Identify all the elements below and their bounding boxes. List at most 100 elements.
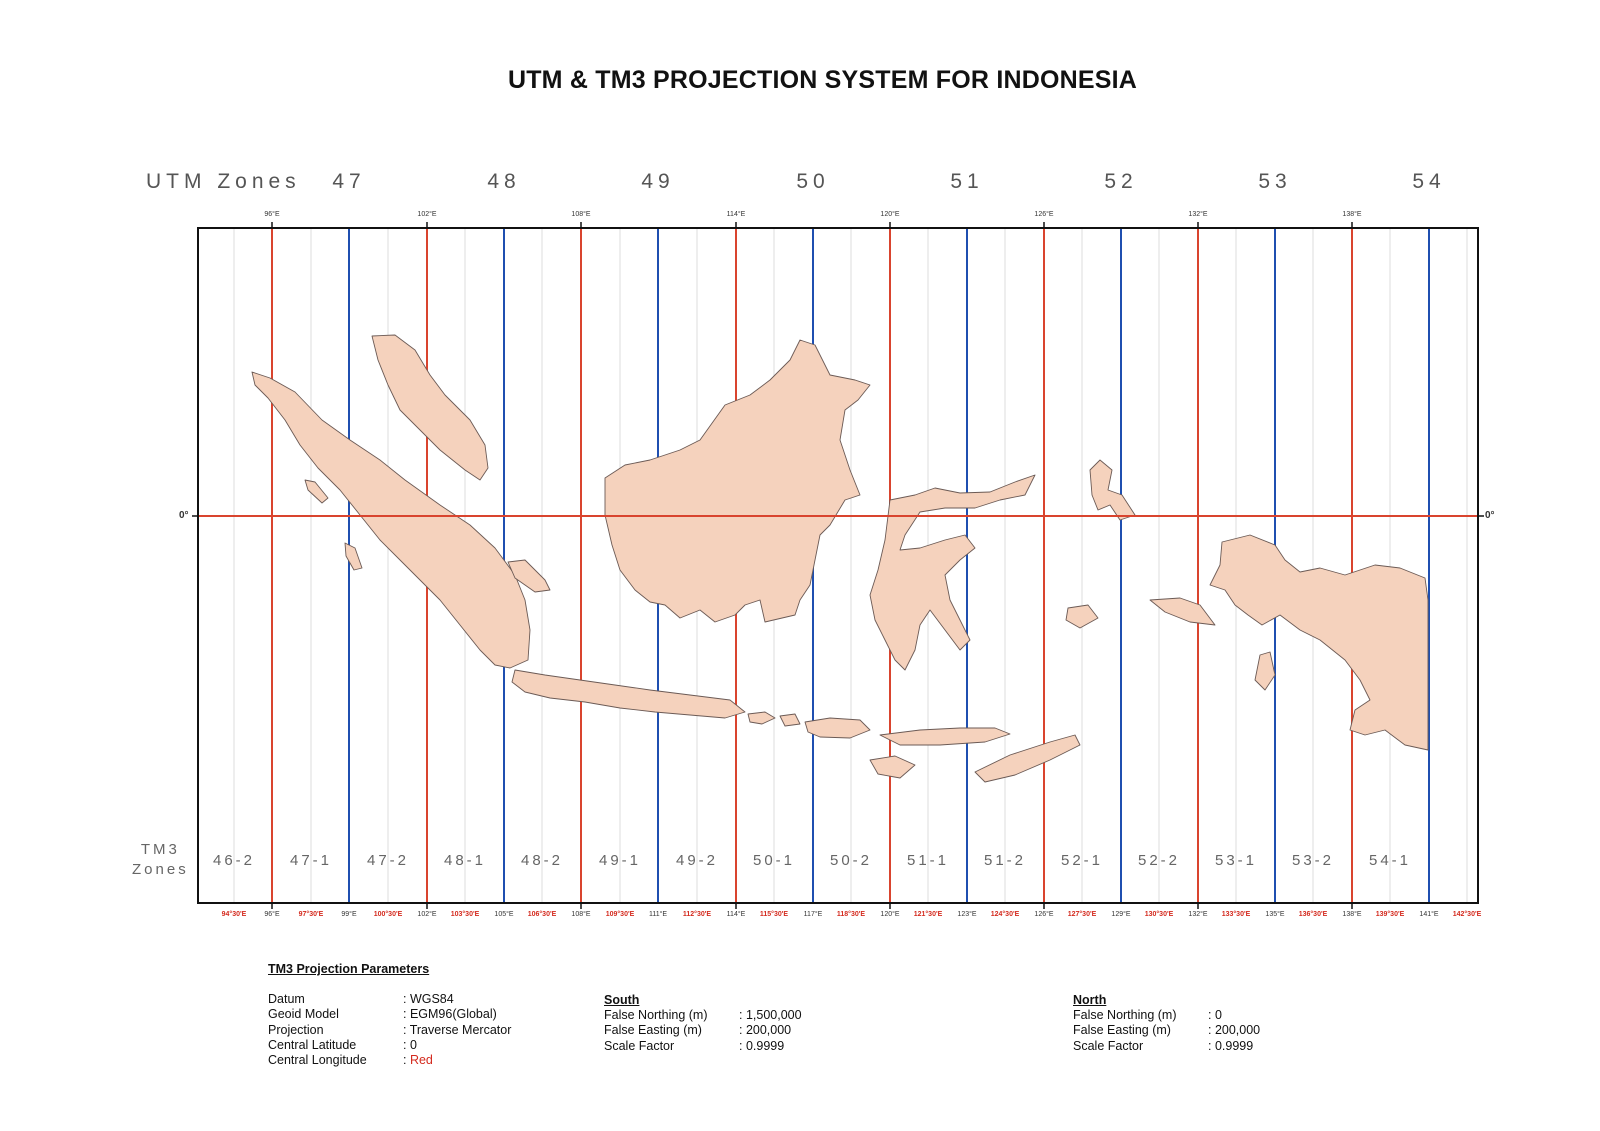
param-key: Projection — [268, 1022, 324, 1037]
south-false-northing: False Northing (m) : 1,500,000 — [604, 1008, 802, 1023]
island-bali — [747, 711, 776, 725]
top-tick-label: 126°E — [1034, 211, 1054, 218]
top-tick-label: 108°E — [571, 211, 591, 218]
param-value: : 0 — [1208, 1008, 1222, 1023]
tm3-zone-54-1: 54-1 — [1368, 852, 1412, 869]
utm-zone-50: 50 — [796, 170, 830, 193]
map-title: UTM & TM3 PROJECTION SYSTEM FOR INDONESI… — [507, 66, 1138, 94]
utm-zone-47: 47 — [332, 170, 366, 193]
map-frame — [197, 227, 1479, 904]
param-value: : 1,500,000 — [739, 1008, 802, 1023]
bottom-tick-label: 114°E — [726, 911, 746, 918]
param-value: : 200,000 — [1208, 1023, 1261, 1038]
param-key: Scale Factor — [604, 1038, 675, 1053]
bottom-tick-label: 99°E — [341, 911, 357, 918]
param-key: Central Longitude — [268, 1053, 367, 1068]
bottom-tick-label: 136°30'E — [1298, 911, 1328, 918]
bottom-tick-label: 108°E — [571, 911, 591, 918]
utm-zone-53: 53 — [1258, 170, 1292, 193]
land-masses — [251, 334, 1429, 783]
bottom-tick-label: 103°30'E — [450, 911, 480, 918]
island-lombok — [779, 713, 801, 727]
bottom-tick-label: 102°E — [417, 911, 437, 918]
tm3-parameters-block: TM3 Projection Parameters Datum: WGS84 G… — [268, 962, 603, 1068]
top-tick-label: 114°E — [726, 211, 746, 218]
bottom-tick-label: 106°30'E — [527, 911, 557, 918]
island-siberut — [344, 542, 363, 571]
tm3-label-line1: TM3 — [140, 841, 180, 858]
island-borneo — [604, 339, 871, 623]
bottom-tick-label: 133°30'E — [1221, 911, 1251, 918]
island-seram — [1149, 597, 1216, 626]
top-tick-label: 96°E — [264, 211, 280, 218]
island-flores — [879, 727, 1011, 746]
island-sumatra — [251, 371, 531, 669]
top-tick-label: 102°E — [417, 211, 437, 218]
island-halmahera — [1089, 459, 1136, 521]
param-row-projection: Projection : Traverse Mercator — [268, 1023, 603, 1038]
north-false-easting: False Easting (m) : 200,000 — [1073, 1023, 1260, 1038]
island-sulawesi — [869, 474, 1036, 671]
tm3-zone-51-1: 51-1 — [906, 852, 950, 869]
tm3-zone-50-2: 50-2 — [829, 852, 873, 869]
utm-zone-49: 49 — [641, 170, 675, 193]
bottom-tick-label: 129°E — [1111, 911, 1131, 918]
utm-zone-51: 51 — [950, 170, 984, 193]
tm3-zone-53-2: 53-2 — [1291, 852, 1335, 869]
south-scale-factor: Scale Factor: 0.9999 — [604, 1039, 802, 1054]
island-sumbawa — [804, 717, 871, 739]
param-prefix: : — [403, 1053, 410, 1068]
bottom-tick-label: 126°E — [1034, 911, 1054, 918]
tm3-zone-52-2: 52-2 — [1137, 852, 1181, 869]
top-tick-label: 132°E — [1188, 211, 1208, 218]
bottom-tick-label: 120°E — [880, 911, 900, 918]
island-papua — [1209, 534, 1429, 751]
tm3-zones-label: TM3 Zones — [132, 840, 189, 880]
island-malay-peninsula — [371, 334, 489, 481]
equator-label-left: 0° — [179, 510, 189, 521]
param-row-central-latitude: Central Latitude: 0 — [268, 1038, 603, 1053]
bottom-tick-label: 115°30'E — [759, 911, 789, 918]
param-key: Datum — [268, 992, 305, 1007]
north-false-northing: False Northing (m): 0 — [1073, 1008, 1260, 1023]
param-value: : 0.9999 — [1208, 1038, 1254, 1053]
north-scale-factor: Scale Factor: 0.9999 — [1073, 1039, 1260, 1054]
bottom-tick-label: 97°30'E — [298, 911, 324, 918]
bottom-tick-label: 132°E — [1188, 911, 1208, 918]
island-aru — [1254, 651, 1276, 691]
bottom-tick-label: 127°30'E — [1067, 911, 1097, 918]
param-value: : EGM96(Global) — [403, 1007, 497, 1022]
island-timor — [974, 734, 1081, 783]
island-bangka — [507, 559, 551, 593]
bottom-tick-label: 118°30'E — [836, 911, 866, 918]
param-value: : Traverse Mercator — [403, 1022, 512, 1037]
param-key: Geoid Model — [268, 1007, 339, 1022]
bottom-tick-label: 130°30'E — [1144, 911, 1174, 918]
tm3-zone-47-1: 47-1 — [289, 852, 333, 869]
param-key: False Northing (m) — [604, 1008, 708, 1023]
param-key: Central Latitude — [268, 1037, 357, 1052]
bottom-tick-label: 139°30'E — [1375, 911, 1405, 918]
param-value: : 200,000 — [739, 1023, 792, 1038]
tm3-zone-53-1: 53-1 — [1214, 852, 1258, 869]
parameters-title: TM3 Projection Parameters — [268, 962, 430, 976]
north-parameters: North False Northing (m): 0 False Eastin… — [1073, 993, 1260, 1054]
tm3-zone-49-1: 49-1 — [598, 852, 642, 869]
utm-zones-label: UTM Zones — [146, 170, 301, 193]
island-java — [511, 669, 746, 719]
utm-zone-52: 52 — [1104, 170, 1138, 193]
bottom-tick-label: 112°30'E — [682, 911, 712, 918]
utm-zone-54: 54 — [1412, 170, 1446, 193]
bottom-tick-label: 109°30'E — [605, 911, 635, 918]
bottom-tick-label: 135°E — [1265, 911, 1285, 918]
param-key: False Easting (m) — [1073, 1023, 1171, 1038]
island-sumba — [869, 755, 916, 779]
param-value-red: Red — [409, 1053, 433, 1068]
param-key: False Easting (m) — [604, 1023, 702, 1038]
tm3-zone-48-1: 48-1 — [443, 852, 487, 869]
bottom-tick-label: 105°E — [494, 911, 514, 918]
top-tick-label: 120°E — [880, 211, 900, 218]
north-heading: North — [1073, 993, 1107, 1007]
bottom-tick-label: 142°30'E — [1452, 911, 1482, 918]
bottom-tick-label: 111°E — [648, 911, 668, 918]
